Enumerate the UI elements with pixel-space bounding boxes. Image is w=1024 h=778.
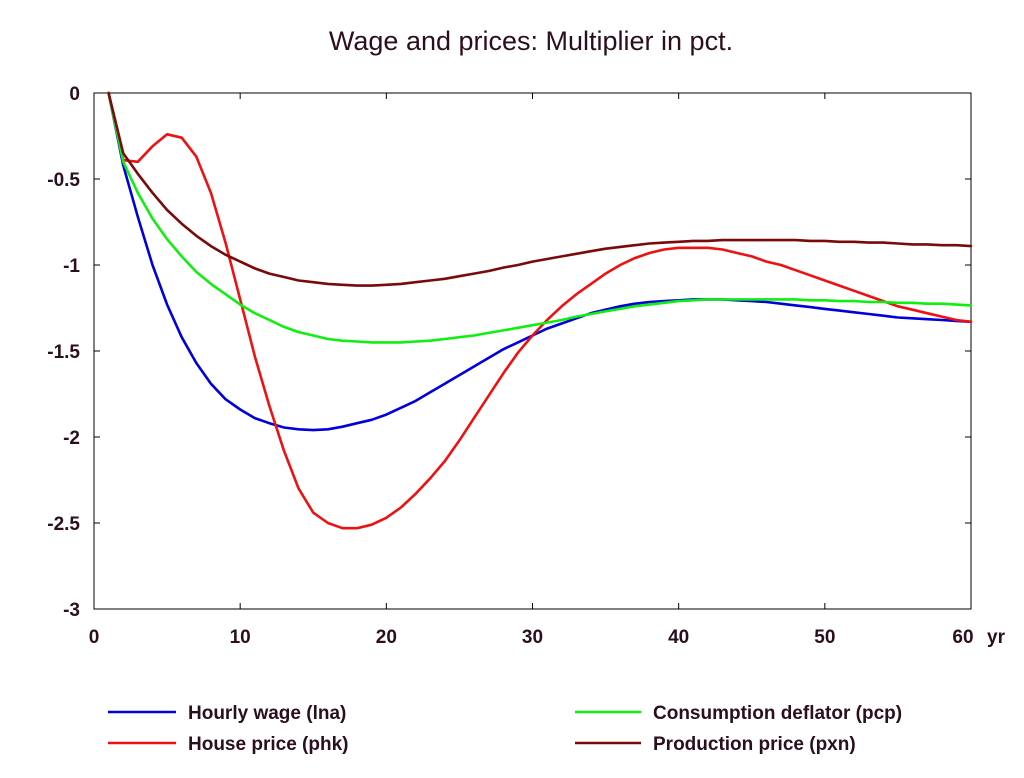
- series-line-1: [107, 91, 973, 530]
- legend-label-0: Hourly wage (lna): [188, 703, 346, 724]
- x-tick-label: 0: [89, 627, 100, 648]
- y-tick-label: -1.5: [47, 342, 80, 363]
- x-axis-unit-label: yr: [987, 627, 1006, 648]
- plot-group: 0 10 20 30 40 50 60 yr 0 -0.5 -1 -1.5 -2 -2.5 -3: [47, 84, 1005, 648]
- legend-label-1: House price (phk): [188, 734, 348, 755]
- x-tick-label: 50: [814, 627, 835, 648]
- y-tick-label: 0: [69, 84, 80, 105]
- legend-label-2: Consumption deflator (pcp): [653, 703, 902, 724]
- x-tick-label: 40: [668, 627, 689, 648]
- series-line-2: [107, 91, 973, 344]
- legend: Hourly wage (lna) House price (phk) Consum…: [108, 703, 902, 755]
- y-tick-label: -2: [63, 428, 80, 449]
- y-tick-label: -3: [63, 600, 80, 621]
- plot-frame: [93, 92, 972, 610]
- series-line-0: [107, 91, 973, 432]
- x-tick-label: 30: [522, 627, 543, 648]
- y-tick-label: -2.5: [47, 514, 80, 535]
- x-tick-label: 60: [952, 627, 973, 648]
- legend-label-3: Production price (pxn): [653, 734, 856, 755]
- y-tick-label: -1: [63, 256, 80, 277]
- x-tick-label: 10: [230, 627, 251, 648]
- x-tick-label: 20: [376, 627, 397, 648]
- chart-title: Wage and prices: Multiplier in pct.: [329, 26, 733, 56]
- y-tick-label: -0.5: [47, 170, 80, 191]
- series-line-3: [107, 91, 973, 287]
